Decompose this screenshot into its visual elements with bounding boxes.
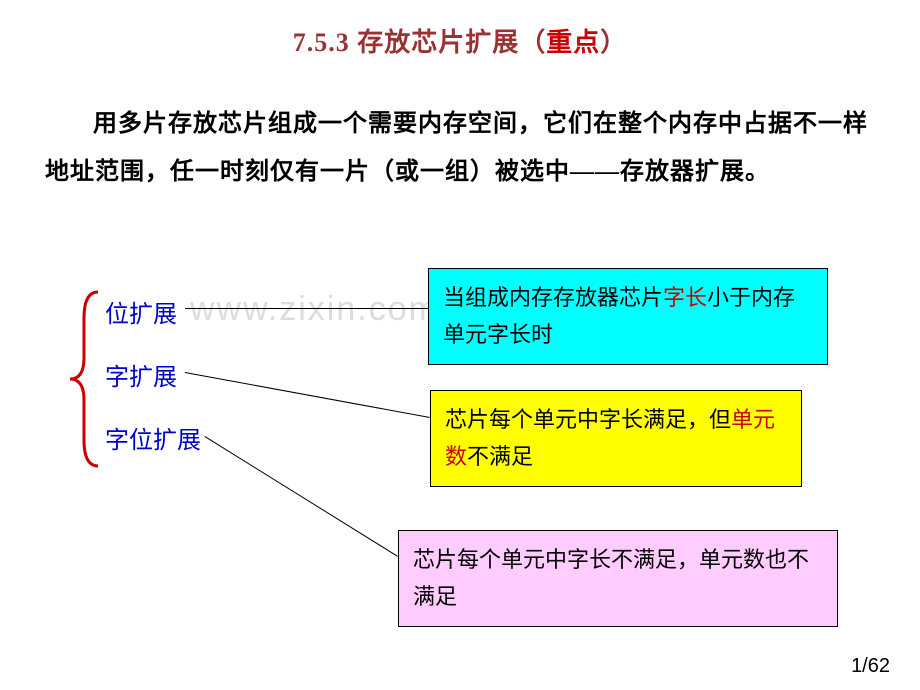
curly-brace-icon bbox=[68, 288, 104, 470]
list-item-bit-expansion: 位扩展 bbox=[105, 294, 177, 329]
connector-line bbox=[185, 372, 430, 418]
box2-pre: 芯片每个单元中字长满足，但 bbox=[445, 407, 731, 432]
connector-line bbox=[204, 436, 398, 557]
list-item-wordbit-expansion: 字位扩展 bbox=[105, 420, 201, 455]
box2-post: 不满足 bbox=[467, 444, 533, 469]
intro-paragraph: 用多片存放芯片组成一个需要内存空间，它们在整个内存中占据不一样地址范围，任一时刻… bbox=[45, 100, 875, 196]
callout-box-3: 芯片每个单元中字长不满足，单元数也不满足 bbox=[398, 530, 838, 627]
connector-line bbox=[185, 308, 428, 309]
box1-pre: 当组成内存存放器芯片 bbox=[443, 285, 663, 310]
callout-box-2: 芯片每个单元中字长满足，但单元数不满足 bbox=[430, 390, 802, 487]
section-title: 7.5.3 存放芯片扩展（重点） bbox=[0, 22, 920, 59]
title-suffix: ） bbox=[600, 28, 627, 57]
page-number: 1/62 bbox=[851, 655, 890, 678]
title-prefix: 7.5.3 存放芯片扩展（ bbox=[293, 28, 547, 57]
box1-red: 字长 bbox=[663, 285, 707, 310]
title-highlight: 重点 bbox=[546, 28, 600, 57]
box3-text: 芯片每个单元中字长不满足，单元数也不满足 bbox=[413, 547, 809, 609]
callout-box-1: 当组成内存存放器芯片字长小于内存单元字长时 bbox=[428, 268, 828, 365]
list-item-word-expansion: 字扩展 bbox=[105, 357, 177, 392]
